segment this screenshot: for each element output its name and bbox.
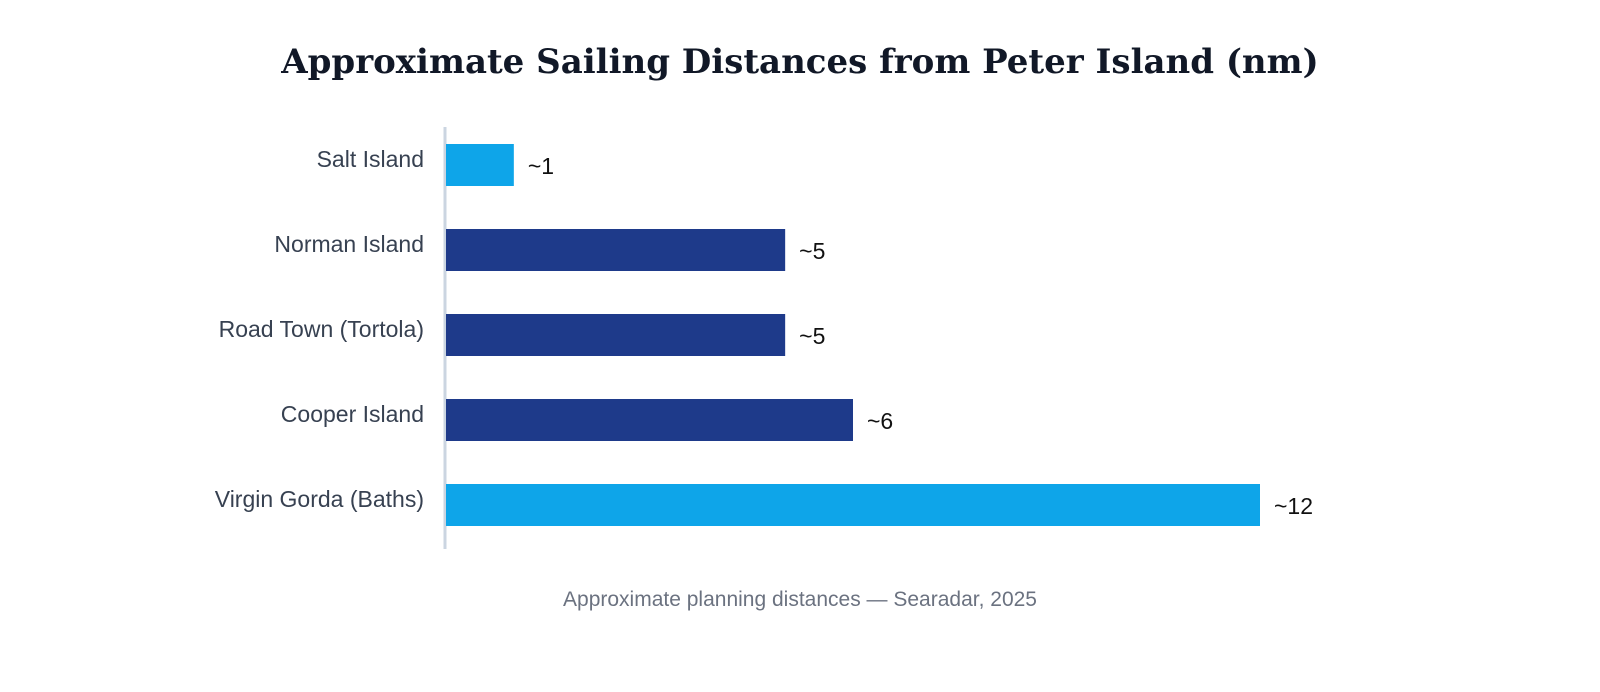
value-label-salt-island: ~1 xyxy=(528,153,554,179)
category-label-virgin-gorda-baths: Virgin Gorda (Baths) xyxy=(215,486,424,512)
chart-footnote: Approximate planning distances — Searada… xyxy=(563,588,1037,611)
category-label-salt-island: Salt Island xyxy=(317,146,424,172)
category-label-cooper-island: Cooper Island xyxy=(281,401,424,427)
value-label-virgin-gorda-baths: ~12 xyxy=(1274,493,1313,519)
category-label-norman-island: Norman Island xyxy=(274,231,424,257)
bar-salt-island xyxy=(446,144,514,186)
value-label-norman-island: ~5 xyxy=(799,238,825,264)
chart-title: Approximate Sailing Distances from Peter… xyxy=(281,42,1319,82)
bar-road-town-tortola xyxy=(446,314,786,356)
value-label-road-town-tortola: ~5 xyxy=(799,323,825,349)
bar-virgin-gorda-baths xyxy=(446,484,1260,526)
category-label-road-town-tortola: Road Town (Tortola) xyxy=(219,316,424,342)
bar-cooper-island xyxy=(446,399,853,441)
value-label-cooper-island: ~6 xyxy=(867,408,893,434)
bar-norman-island xyxy=(446,229,786,271)
